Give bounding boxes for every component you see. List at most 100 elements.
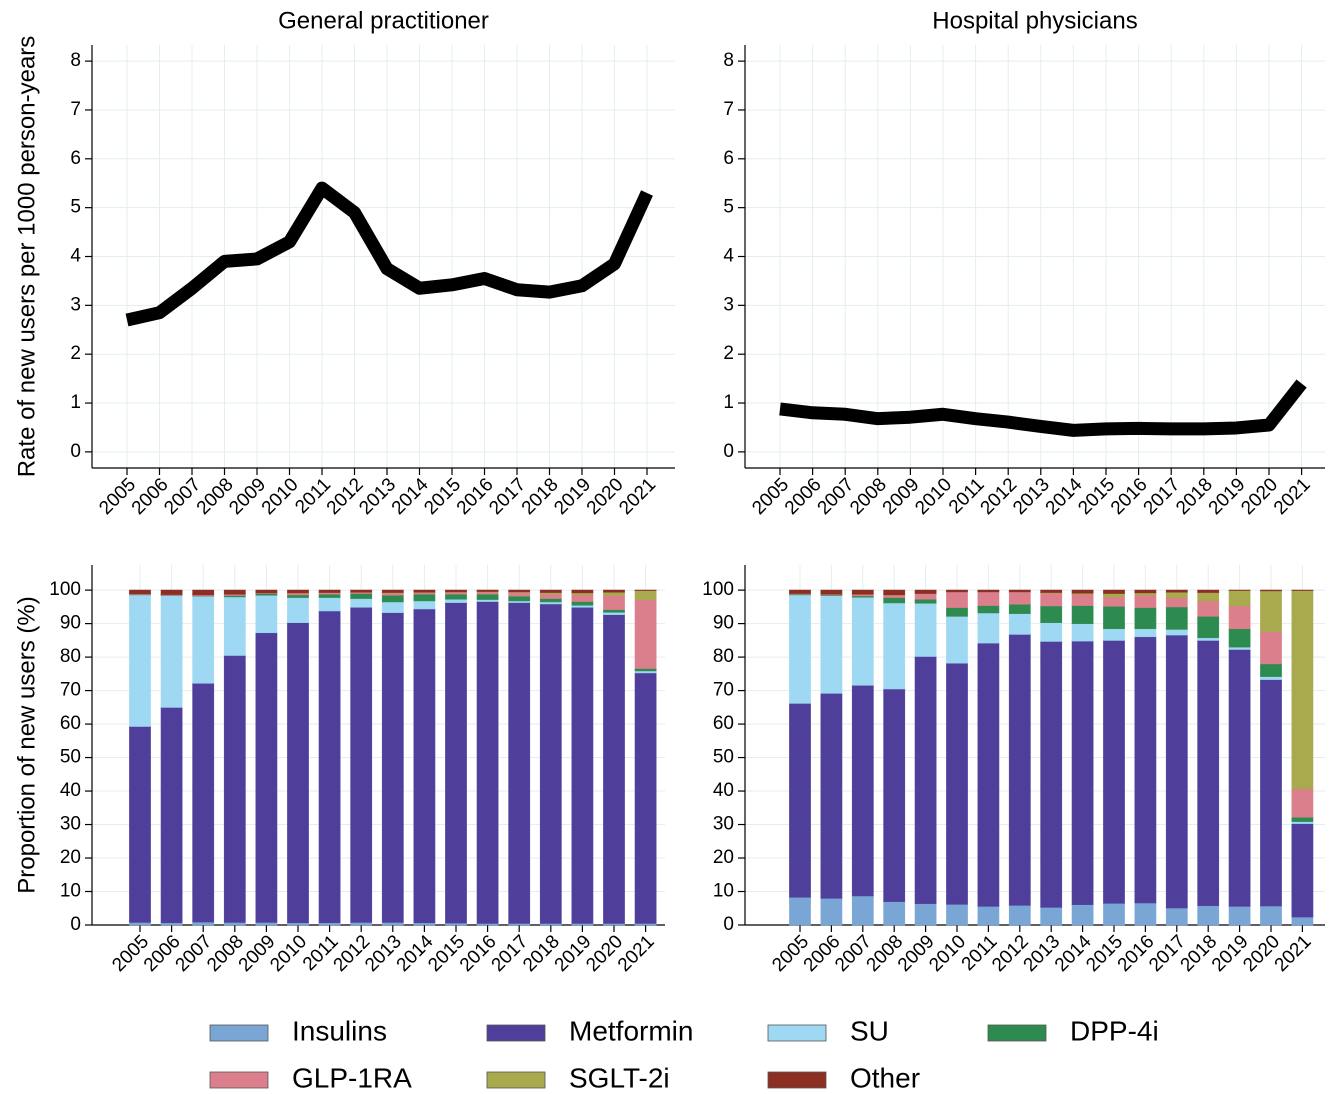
bar-segment [350,593,373,599]
x-tick-label: 2009 [879,474,924,519]
bar-segment [287,589,309,594]
y-tick-label: 10 [713,881,734,902]
bar-segment [445,589,467,593]
y-tick-label: 0 [70,441,81,462]
bar-segment [851,596,874,686]
bar-segment [318,589,341,593]
y-tick-label: 100 [49,579,81,600]
bar-segment [1134,589,1157,594]
bar-segment [160,589,183,595]
x-tick-label: 2013 [1009,474,1054,519]
bar-segment [129,726,151,923]
bar-segment [1008,904,1031,926]
bar-segment [508,595,531,602]
bar-segment [539,598,562,603]
bar-segment [381,612,404,923]
bar-segment [1040,622,1063,642]
bar-segment [381,601,404,613]
bar-segment [1291,590,1314,790]
y-tick-label: 70 [60,680,81,701]
bar-segment [1197,592,1220,602]
bar-segment [1134,902,1157,926]
y-tick-label: 100 [702,579,734,600]
bar-segment [223,589,246,595]
y-tick-label: 3 [723,294,734,315]
x-tick-label: 2011 [291,474,335,518]
bar-segment [1228,605,1251,630]
x-tick-label: 2010 [258,474,303,519]
bar-segment [508,589,531,593]
x-tick-label: 2012 [323,474,368,519]
bar-segment [508,602,531,924]
x-tick-label: 2021 [1270,474,1315,519]
bar-segment [1040,640,1063,908]
legend-label: Metformin [569,1015,693,1046]
bar-segment [1103,596,1125,607]
bar-segment [946,662,968,905]
y-tick-label: 4 [723,246,734,267]
bar-segment [1040,605,1063,624]
bar-segment [476,593,499,600]
legend-label: GLP-1RA [292,1062,412,1093]
bar-segment [1008,613,1031,635]
bar-segment [1197,600,1220,617]
bar-segment [1291,788,1314,818]
legend-swatch [987,1024,1047,1042]
y-tick-label: 30 [713,814,734,835]
bar-segment [977,589,1000,593]
bar-segment [476,589,499,592]
y-tick-label: 8 [70,50,81,71]
bar-segment [851,684,874,897]
bar-segment [789,702,811,898]
legend-swatch [486,1071,546,1089]
bar-segment [946,607,968,617]
y-tick-label: 40 [60,780,81,801]
bar-segment [1260,905,1282,926]
bar-segment [223,655,246,923]
legend-swatch [767,1071,827,1089]
bar-segment [977,612,1000,644]
bar-segment [603,589,625,593]
bar-segment [634,672,657,924]
y-tick-label: 20 [713,847,734,868]
bar-segment [1134,607,1157,630]
bar-segment [946,903,968,926]
bar-segment [914,593,937,600]
x-tick-label: 2008 [846,474,891,519]
x-tick-label: 2016 [453,474,498,519]
y-tick-label: 8 [723,50,734,71]
bar-segment [1008,591,1031,605]
bar-segment [914,598,937,604]
bar-segment [977,605,1000,614]
bar-segment [129,921,151,926]
x-tick-label: 2014 [388,474,433,519]
bar-segment [160,595,183,708]
bar-segment [789,594,811,704]
x-tick-label: 2006 [128,474,173,519]
bar-segment [1228,905,1251,926]
bar-segment [977,905,1000,926]
bar-segment [1197,615,1220,639]
x-tick-label: 2017 [1140,474,1185,519]
y-tick-label: 7 [723,99,734,120]
bar-segment [1228,648,1251,907]
bar-segment [1291,916,1314,926]
bar-segment [192,682,215,923]
x-tick-label: 2018 [1172,474,1217,519]
bar-segment [192,921,215,926]
y-tick-label: 6 [723,148,734,169]
bar-segment [413,589,436,593]
y-tick-label: 40 [713,780,734,801]
bar-segment [1165,597,1188,608]
x-tick-label: 2016 [1107,474,1152,519]
bar-segment [1165,591,1188,598]
bar-segment [318,610,341,924]
y-tick-label: 7 [70,99,81,120]
y-tick-label: 5 [70,197,81,218]
bar-segment [603,609,625,613]
x-tick-label: 2021 [614,931,659,976]
x-tick-label: 2017 [485,474,530,519]
bar-segment [381,921,404,926]
bar-segment [851,895,874,926]
